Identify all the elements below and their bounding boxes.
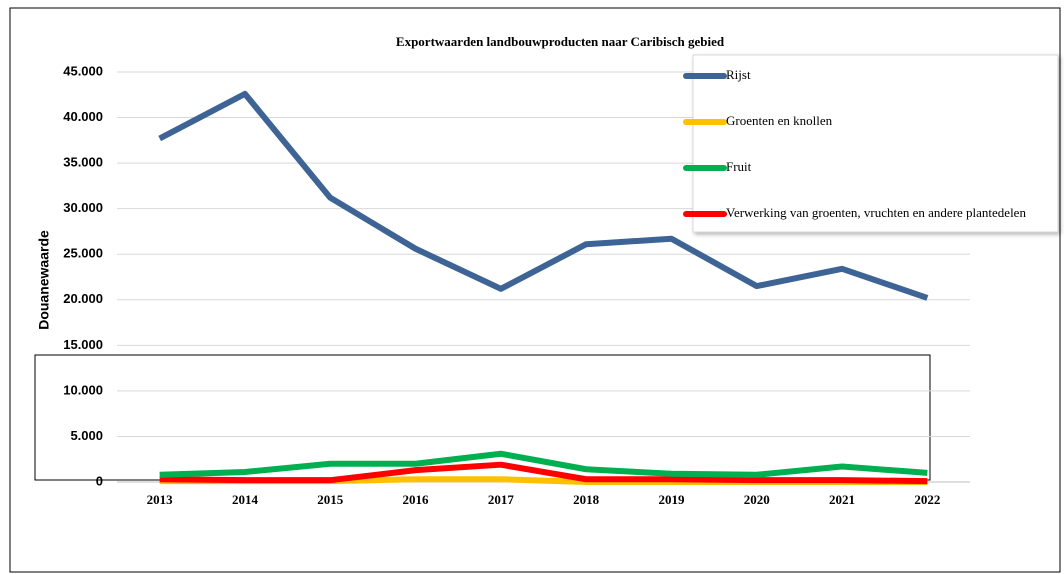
y-tick-label: 20.000 xyxy=(63,291,103,306)
x-tick-label: 2018 xyxy=(573,492,600,507)
x-tick-label: 2014 xyxy=(232,492,259,507)
x-tick-label: 2019 xyxy=(658,492,685,507)
x-tick-label: 2013 xyxy=(147,492,174,507)
y-tick-label: 10.000 xyxy=(63,382,103,397)
y-tick-label: 5.000 xyxy=(70,428,103,443)
y-tick-label: 35.000 xyxy=(63,155,103,170)
legend-label: Fruit xyxy=(726,159,752,174)
y-axis-label: Douanewaarde xyxy=(36,230,52,330)
legend-label: Rijst xyxy=(726,67,751,82)
y-tick-label: 30.000 xyxy=(63,200,103,215)
y-tick-label: 15.000 xyxy=(63,337,103,352)
y-tick-label: 40.000 xyxy=(63,109,103,124)
x-tick-label: 2017 xyxy=(488,492,515,507)
y-tick-label: 45.000 xyxy=(63,63,103,78)
series-line xyxy=(159,450,928,478)
series-line xyxy=(158,90,929,301)
x-tick-label: 2015 xyxy=(317,492,344,507)
x-tick-label: 2016 xyxy=(403,492,430,507)
legend-label: Verwerking van groenten, vruchten en and… xyxy=(726,205,1026,220)
legend-box xyxy=(692,54,1059,233)
x-tick-label: 2020 xyxy=(744,492,770,507)
y-tick-label: 0 xyxy=(96,473,103,488)
x-tick-label: 2021 xyxy=(829,492,855,507)
chart-title: Exportwaarden landbouwproducten naar Car… xyxy=(396,34,725,49)
legend-label: Groenten en knollen xyxy=(726,113,833,128)
series-line xyxy=(159,461,928,485)
x-tick-label: 2022 xyxy=(914,492,940,507)
y-tick-label: 25.000 xyxy=(63,246,103,261)
